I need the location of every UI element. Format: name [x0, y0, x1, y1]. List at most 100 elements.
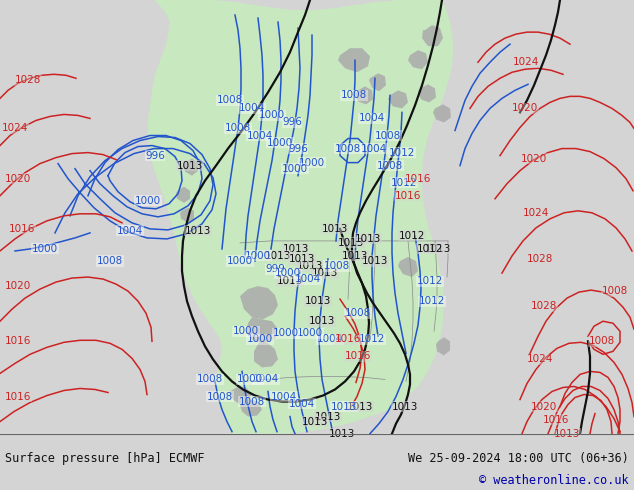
Text: 996: 996 [288, 144, 308, 153]
Text: 1024: 1024 [527, 354, 553, 365]
Text: 1004: 1004 [295, 274, 321, 284]
Text: 1008: 1008 [341, 90, 367, 100]
Text: 1013: 1013 [265, 251, 291, 261]
Polygon shape [240, 286, 278, 319]
Text: 1013: 1013 [554, 429, 580, 439]
Text: 1000: 1000 [247, 334, 273, 344]
Text: 1008: 1008 [377, 161, 403, 171]
Text: 1008: 1008 [335, 144, 361, 153]
Text: 1013: 1013 [331, 401, 357, 412]
Text: 1004: 1004 [271, 392, 297, 401]
Text: 1008: 1008 [375, 130, 401, 141]
Text: 1016: 1016 [395, 191, 421, 201]
Text: 1024: 1024 [513, 57, 539, 67]
Text: Surface pressure [hPa] ECMWF: Surface pressure [hPa] ECMWF [5, 452, 205, 465]
Text: 1013: 1013 [305, 296, 331, 306]
Text: 1008: 1008 [324, 261, 350, 271]
Text: 1013: 1013 [297, 261, 323, 271]
Polygon shape [183, 159, 198, 176]
Text: We 25-09-2024 18:00 UTC (06+36): We 25-09-2024 18:00 UTC (06+36) [408, 452, 629, 465]
Text: 1016: 1016 [345, 351, 371, 361]
Polygon shape [338, 48, 370, 72]
Text: 1000: 1000 [273, 328, 299, 338]
Polygon shape [355, 86, 373, 104]
Text: 1000: 1000 [267, 138, 293, 147]
Text: 1020: 1020 [521, 153, 547, 164]
Text: 1000: 1000 [237, 374, 263, 385]
Text: 1008: 1008 [602, 286, 628, 296]
Text: 1004: 1004 [361, 144, 387, 153]
Text: 1013: 1013 [289, 254, 315, 264]
Polygon shape [388, 90, 408, 108]
Text: 1012: 1012 [389, 147, 415, 158]
Text: 1028: 1028 [527, 254, 553, 264]
Text: 1013: 1013 [185, 226, 211, 236]
Text: 1013: 1013 [309, 316, 335, 326]
Text: 1000: 1000 [245, 251, 271, 261]
Text: 999: 999 [265, 264, 285, 274]
Text: 1016: 1016 [335, 334, 361, 344]
Polygon shape [180, 208, 194, 223]
Text: 1013: 1013 [425, 244, 451, 254]
Text: 1004: 1004 [253, 374, 279, 385]
Text: 1013: 1013 [315, 412, 341, 421]
Text: 1013: 1013 [312, 268, 338, 278]
Polygon shape [436, 337, 450, 355]
Text: 1028: 1028 [15, 75, 41, 85]
Text: 1016: 1016 [405, 173, 431, 184]
Text: 1012: 1012 [399, 231, 425, 241]
Text: 1012: 1012 [417, 244, 443, 254]
Text: 1013: 1013 [283, 244, 309, 254]
Text: 1008: 1008 [225, 123, 251, 133]
Polygon shape [240, 399, 262, 416]
Text: 1000: 1000 [259, 110, 285, 121]
Text: 1020: 1020 [5, 281, 31, 291]
Text: 1016: 1016 [5, 336, 31, 346]
Polygon shape [369, 74, 386, 91]
Text: 1000: 1000 [275, 268, 301, 278]
Text: 1012: 1012 [391, 178, 417, 188]
Text: 1016: 1016 [5, 392, 31, 401]
Polygon shape [230, 387, 252, 405]
Text: 1004: 1004 [239, 103, 265, 113]
Text: 1000: 1000 [282, 164, 308, 173]
Polygon shape [254, 342, 278, 368]
Text: 1013: 1013 [177, 161, 203, 171]
Text: 1004: 1004 [247, 130, 273, 141]
Polygon shape [176, 187, 190, 203]
Text: 1012: 1012 [359, 334, 385, 344]
Polygon shape [408, 50, 428, 69]
Text: 1013: 1013 [322, 224, 348, 234]
Text: 1013: 1013 [362, 256, 388, 266]
Text: 1004: 1004 [317, 334, 343, 344]
Text: 1008: 1008 [207, 392, 233, 401]
Polygon shape [246, 317, 278, 343]
Polygon shape [398, 257, 418, 277]
Polygon shape [418, 84, 436, 102]
Text: 1024: 1024 [2, 123, 28, 133]
Polygon shape [422, 25, 443, 46]
Text: 1020: 1020 [512, 103, 538, 113]
Text: 1008: 1008 [217, 96, 243, 105]
Text: 1024: 1024 [523, 208, 549, 218]
Text: 1000: 1000 [233, 326, 259, 336]
Text: 1008: 1008 [345, 308, 371, 318]
Text: 1000: 1000 [32, 244, 58, 254]
Text: 1000: 1000 [299, 158, 325, 168]
Text: 1000: 1000 [135, 196, 161, 206]
Text: 996: 996 [282, 118, 302, 127]
Text: 1013: 1013 [342, 251, 368, 261]
Text: 1004: 1004 [117, 226, 143, 236]
Text: 1013: 1013 [392, 401, 418, 412]
Polygon shape [433, 104, 451, 122]
Text: 1016: 1016 [543, 415, 569, 425]
Text: 1004: 1004 [289, 398, 315, 409]
Text: 996: 996 [145, 150, 165, 161]
Text: 1012: 1012 [417, 276, 443, 286]
Text: © weatheronline.co.uk: © weatheronline.co.uk [479, 474, 629, 487]
Polygon shape [148, 0, 453, 434]
Text: 1000: 1000 [227, 256, 253, 266]
Text: 1013: 1013 [355, 234, 381, 244]
Text: 1020: 1020 [5, 173, 31, 184]
Text: 1013: 1013 [338, 238, 364, 248]
